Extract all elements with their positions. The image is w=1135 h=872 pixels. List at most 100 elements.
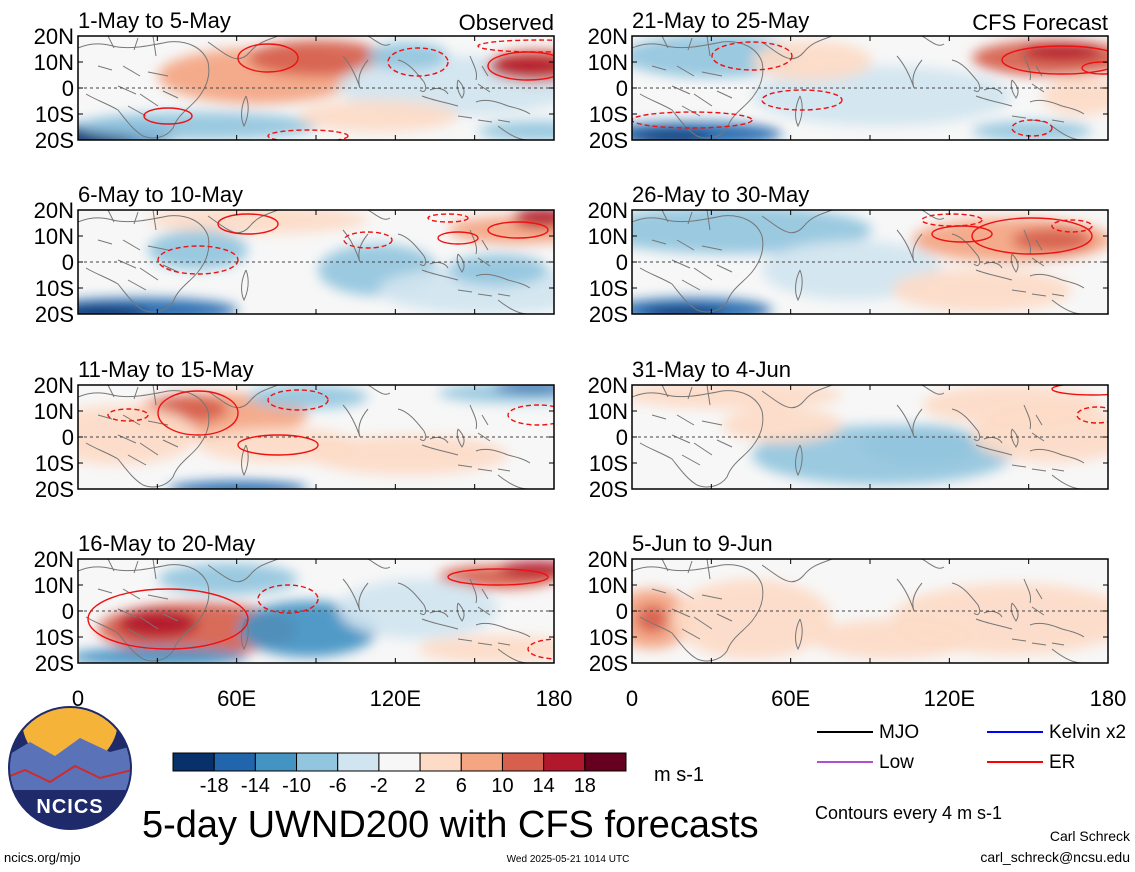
figure-title: 5-day UWND200 with CFS forecasts [142,804,759,846]
footer-url: ncics.org/mjo [4,850,81,865]
anomaly-patch [488,56,554,76]
contour-group [157,213,549,275]
latitude-label: 10N [34,224,74,249]
colorbar-swatch [213,752,256,772]
er-contour [487,221,549,239]
longitude-label: 120E [370,686,421,711]
colorbar-tick-label: -14 [241,775,270,797]
contour-group [921,213,1093,255]
colorbar-swatch [172,752,215,772]
contour-interval-note: Contours every 4 m s-1 [815,803,1002,823]
logo-art [9,707,131,829]
logo-ridge [9,764,131,784]
map-field [78,36,554,140]
anomaly-shading [632,210,1108,314]
longitude-label: 0 [626,686,638,711]
map-field [78,385,554,489]
anomaly-patch [862,425,982,465]
anomaly-patch [78,647,248,663]
panel-date-range: 11-May to 15-May [78,357,254,382]
latitude-label: 0 [616,76,628,101]
contour-group [87,568,554,660]
map-field [632,210,1108,314]
latitude-label: 10N [34,399,74,424]
er-contour [437,231,479,245]
latitude-label: 0 [62,250,74,275]
colorbar-swatch [337,752,380,772]
latitude-label: 10S [35,451,74,476]
anomaly-patch [752,41,872,81]
er-contour [257,584,319,614]
logo-sun [22,707,118,768]
longitude-label: 60E [771,686,810,711]
latitude-label: 10S [589,625,628,650]
anomaly-shading [632,385,1108,485]
panel-source-tag: Observed [459,10,554,35]
latitude-label: 20S [35,477,74,502]
latitude-label: 10N [588,224,628,249]
er-contour [387,47,449,77]
colorbar-tick-label: -2 [370,775,388,797]
er-contour [1081,61,1108,75]
legend-label: ER [1049,752,1075,773]
er-contour [507,404,554,426]
legend-label: Kelvin x2 [1049,722,1126,743]
anomaly-patch [338,579,498,639]
er-contour [971,217,1093,255]
anomaly-patch [513,210,554,228]
latitude-label: 10N [588,399,628,424]
er-contour [267,389,329,411]
anomaly-patch [78,306,148,314]
colorbar-swatch [419,752,462,772]
anomaly-patch [78,405,198,465]
latitude-label: 20S [589,651,628,676]
er-contour [761,89,843,111]
anomaly-patch [812,619,972,659]
latitude-label: 10S [35,102,74,127]
contour-group [143,39,554,140]
anomaly-patch [642,308,722,314]
contour-group [1051,385,1108,424]
anomaly-patch [1042,76,1108,116]
colorbar-tick-label: 2 [415,775,426,797]
er-contour [217,213,279,235]
latitude-label: 20N [34,547,74,572]
colorbar-swatch [378,752,421,772]
anomaly-patch [248,385,368,409]
latitude-label: 10N [34,50,74,75]
er-contour [1001,45,1108,75]
latitude-label: 0 [62,76,74,101]
contour-group [107,389,554,456]
er-contour [157,245,239,275]
anomaly-patch [672,579,832,659]
colorbar-tick-label: -18 [200,775,229,797]
er-contour [237,434,319,456]
er-contour [107,408,149,422]
longitude-label: 180 [536,686,573,711]
anomaly-patch [168,481,308,489]
er-contour [1051,219,1093,233]
latitude-label: 20S [35,128,74,153]
er-contour [157,390,239,436]
anomaly-patch [632,132,712,140]
er-contour [237,43,299,73]
anomaly-shading [78,385,554,489]
latitude-label: 0 [62,425,74,450]
latitude-label: 20N [34,24,74,49]
latitude-label: 20S [589,302,628,327]
latitude-label: 20S [35,302,74,327]
er-contour [447,568,549,586]
colorbar-swatch [296,752,339,772]
latitude-label: 0 [616,250,628,275]
colorbar-tick-label: 10 [491,775,513,797]
footer-author: Carl Schreck [1050,828,1131,844]
anomaly-patch [148,230,248,270]
logo-ring [8,706,132,830]
anomaly-patch [78,112,318,140]
anomaly-patch [636,605,668,633]
er-contour [931,225,993,243]
longitude-label: 180 [1090,686,1127,711]
er-contour [711,41,793,71]
latitude-label: 20N [588,198,628,223]
